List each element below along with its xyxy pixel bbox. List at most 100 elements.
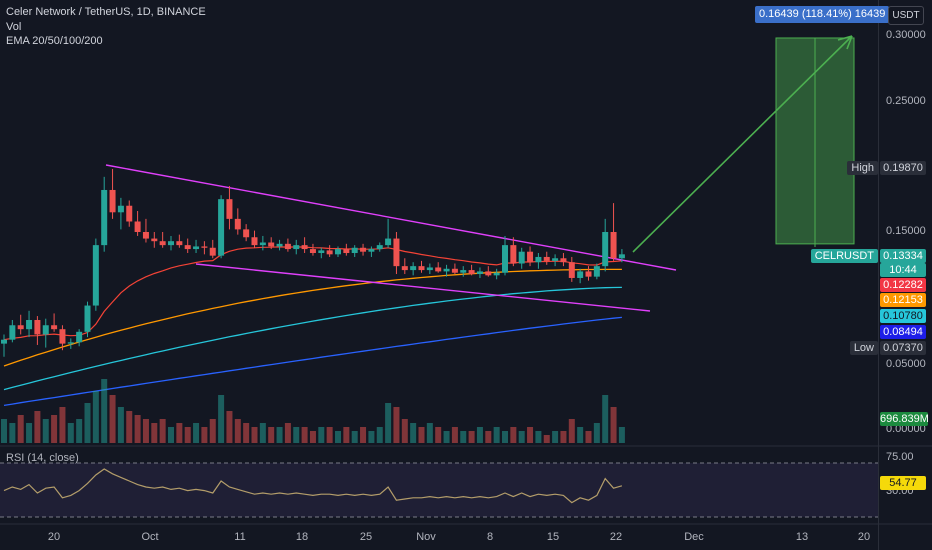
candle-body	[34, 319, 41, 335]
candle-body	[51, 325, 58, 330]
low-label: Low	[849, 341, 878, 355]
volume-bar	[485, 431, 492, 443]
volume-bar	[318, 427, 325, 443]
volume-bar	[435, 427, 442, 443]
volume-bar	[9, 423, 16, 443]
volume-bar	[76, 419, 83, 443]
candle-body	[510, 245, 517, 264]
projection-arrow	[632, 35, 853, 253]
volume-bar	[117, 407, 124, 443]
candle-body	[134, 221, 141, 232]
volume-bar	[51, 415, 58, 443]
volume-bar	[426, 423, 433, 443]
volume-bar	[343, 427, 350, 443]
date-tick: Dec	[684, 531, 704, 543]
price-tick: 0.15000	[886, 225, 926, 237]
volume-bar	[193, 423, 200, 443]
candle-body	[251, 237, 258, 246]
candle-body	[259, 242, 266, 246]
candle-body	[418, 266, 425, 271]
volume-bar	[451, 427, 458, 443]
symbol-tag: CELRUSDT	[810, 249, 878, 263]
volume-bar	[1, 419, 7, 443]
volume-bar	[243, 423, 250, 443]
candle-body	[1, 339, 7, 344]
candle-body	[26, 319, 33, 330]
candle-body	[468, 270, 475, 275]
volume-bar	[184, 427, 191, 443]
volume-bar	[142, 419, 149, 443]
low-value: 0.07370	[880, 341, 926, 355]
candle-body	[560, 258, 567, 263]
candle-body	[101, 189, 108, 246]
volume-bar	[109, 395, 116, 443]
ema100-tag: 0.10780	[880, 309, 926, 323]
candle-body	[376, 245, 383, 250]
candle-body	[585, 271, 592, 277]
volume-bar	[460, 431, 467, 443]
volume-bar	[134, 415, 141, 443]
volume-bar	[209, 419, 216, 443]
date-tick: 8	[486, 531, 494, 543]
candle-body	[368, 249, 375, 252]
volume-bar	[385, 403, 392, 443]
candle-body	[577, 271, 584, 278]
candle-body	[184, 245, 191, 250]
volume-bar	[418, 427, 425, 443]
candle-body	[76, 331, 83, 343]
candle-body	[610, 232, 617, 259]
volume-bar	[293, 427, 300, 443]
volume-bar	[59, 407, 66, 443]
price-tick: 0.05000	[886, 358, 926, 370]
candle-body	[385, 238, 392, 246]
volume-bar	[468, 431, 475, 443]
candle-body	[335, 249, 341, 255]
volume-bar	[577, 427, 584, 443]
candle-body	[284, 243, 291, 250]
volume-bar	[335, 431, 341, 443]
high-value: 0.19870	[880, 161, 926, 175]
ema50-line	[3, 268, 622, 367]
candle-body	[168, 241, 174, 246]
candle-body	[460, 270, 467, 273]
volume-bar	[610, 407, 617, 443]
volume-bar	[126, 411, 133, 443]
candle-body	[84, 305, 91, 332]
high-label: High	[847, 161, 878, 175]
volume-bar	[251, 427, 258, 443]
candle-body	[309, 249, 316, 254]
volume-bar	[602, 395, 609, 443]
symbol-title: Celer Network / TetherUS, 1D, BINANCE	[6, 6, 206, 18]
candle-body	[493, 272, 500, 276]
volume-bar	[502, 431, 508, 443]
volume-bar	[368, 431, 375, 443]
countdown-tag: 10:44	[880, 263, 926, 277]
volume-bar	[34, 411, 41, 443]
volume-bar	[326, 427, 333, 443]
volume-bar	[276, 427, 283, 443]
candle-body	[193, 246, 200, 250]
candle-body	[151, 238, 158, 242]
candle-body	[117, 205, 124, 213]
date-tick: 13	[795, 531, 809, 543]
volume-bar	[226, 411, 233, 443]
ema20-tag: 0.12282	[880, 278, 926, 292]
date-tick: 11	[234, 531, 246, 543]
candle-body	[527, 251, 534, 263]
candle-body	[618, 254, 625, 259]
volume-bar	[543, 435, 550, 443]
volume-bar	[360, 427, 367, 443]
date-tick: 22	[609, 531, 623, 543]
rsi-line	[3, 468, 623, 504]
volume-bar	[26, 423, 33, 443]
projection-arrow-head	[837, 35, 853, 50]
volume-bar	[67, 423, 74, 443]
candle-body	[360, 247, 367, 252]
channel-upper-line	[105, 164, 677, 271]
candle-body	[301, 245, 308, 250]
volume-bar	[527, 427, 534, 443]
currency-button[interactable]: USDT	[888, 6, 924, 25]
volume-bar	[585, 431, 592, 443]
candle-body	[209, 247, 216, 256]
